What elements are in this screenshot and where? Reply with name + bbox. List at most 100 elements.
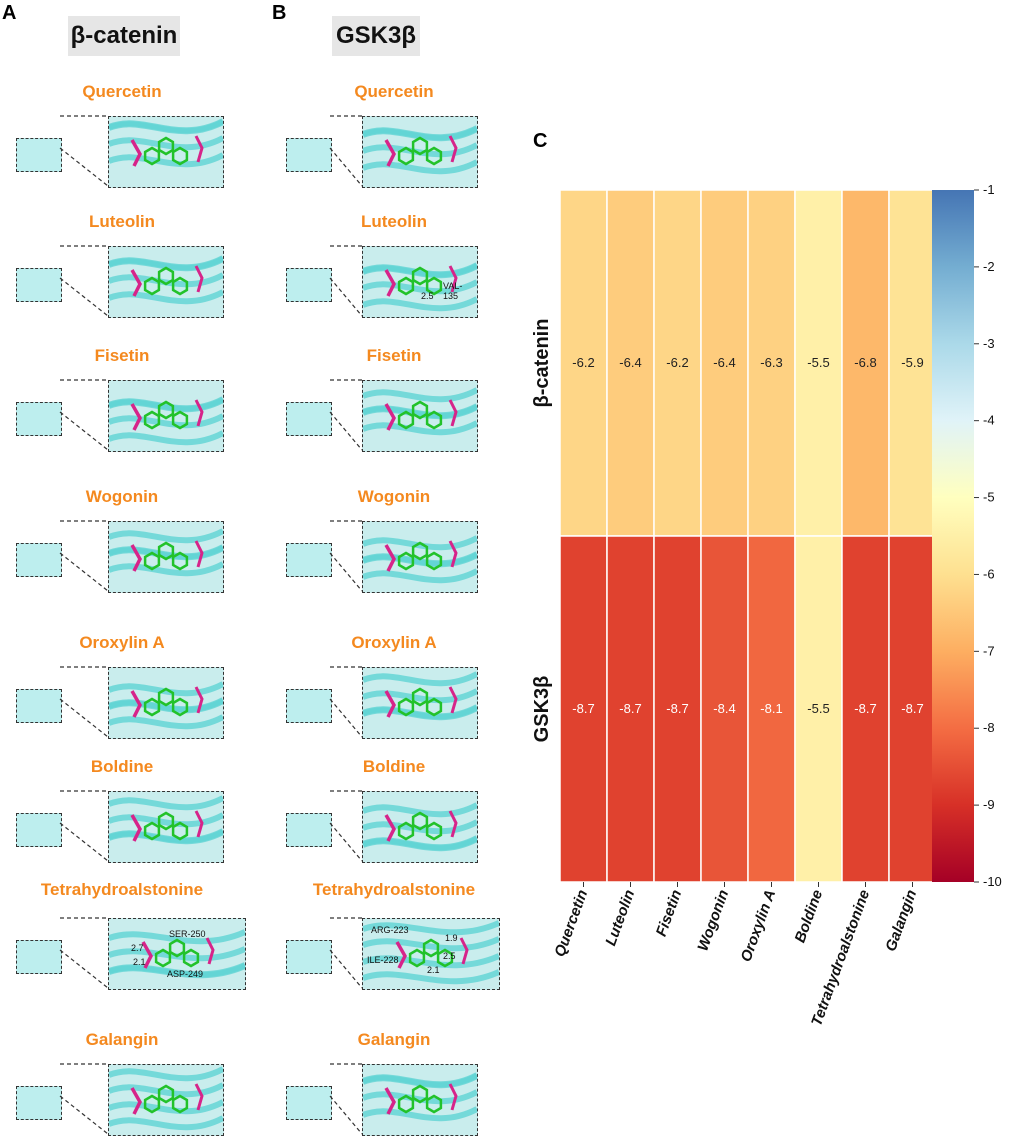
colorbar-tick-label: -8 [983,720,995,735]
heatmap-value-label: -8.1 [760,701,782,716]
gsk-binding-inset: ARG-223 ILE-228 1.9 2.5 2.1 [362,918,500,990]
heatmap-chart: -6.2 -6.4 -6.2 -6.4 -6.3 -5.5 -6.8 -5.9 -8.7 -8.7… [531,182,1002,1028]
heatmap-value-label: -6.2 [666,355,688,370]
beta-ligand-structure [109,118,223,168]
inset-annotation: ILE-228 [367,955,399,965]
beta-protein-view [16,689,62,723]
beta-catenin-column-title: β-catenin [68,16,180,56]
gsk-inset-connector [329,666,363,738]
gsk-protein-view [286,402,332,436]
colorbar-tick-label: -6 [983,566,995,581]
heatmap-cell [700,535,749,883]
inset-annotation: ARG-223 [371,925,409,935]
beta-ligand-structure [109,1066,223,1131]
beta-compound-label: Luteolin [88,212,156,231]
beta-compound-label: Boldine [90,757,154,776]
heatmap-value-label: -8.7 [666,701,688,716]
beta-binding-inset [108,380,224,452]
heatmap-cell [794,189,843,537]
beta-binding-inset [108,246,224,318]
beta-inset-connector [59,917,109,989]
heatmap-value-label: -8.7 [901,701,923,716]
inset-annotation: 2.7 [131,943,144,953]
beta-binding-inset [108,667,224,739]
beta-binding-inset [108,116,224,188]
gsk-ligand-structure [363,125,477,175]
beta-ligand-structure [109,929,245,979]
gsk-compound-label: Fisetin [366,346,422,365]
beta-protein-view [16,138,62,172]
gsk-inset-connector [329,917,363,989]
gsk-inset-connector [329,790,363,862]
panel-letter-a: A [2,2,17,24]
heatmap-cell [606,189,655,537]
gsk-compound-label: Oroxylin A [351,633,437,652]
gsk-compound-label: Luteolin [360,212,428,231]
beta-compound-label: Wogonin [85,487,159,506]
gsk-binding-inset [362,667,478,739]
heatmap-cell [653,189,702,537]
beta-ligand-structure [109,255,223,305]
heatmap-value-label: -5.5 [807,355,829,370]
beta-compound-label: Fisetin [94,346,150,365]
gsk-protein-view [286,689,332,723]
gsk-binding-inset [362,521,478,593]
panel-letter-c: C [533,130,548,152]
colorbar [932,190,974,882]
beta-protein-view [16,813,62,847]
heatmap-cell [559,189,608,537]
colorbar-tick-label: -9 [983,797,995,812]
beta-protein-view [16,268,62,302]
gsk-compound-label: Galangin [357,1030,431,1049]
heatmap-value-label: -6.4 [619,355,641,370]
gsk-ligand-structure [363,1072,477,1122]
panel-letter-b: B [272,2,287,24]
beta-inset-connector [59,379,109,451]
inset-annotation: ASP-249 [167,969,204,979]
beta-protein-view [16,940,62,974]
inset-annotation: 2.1 [427,965,440,975]
gsk-compound-label: Quercetin [354,82,434,101]
beta-binding-inset: SER-250 ASP-249 2.7 2.1 [108,918,246,990]
heatmap-row-label: GSK3β [531,676,553,743]
gsk-binding-inset [362,116,478,188]
beta-inset-connector [59,666,109,738]
colorbar-tick-label: -1 [983,182,995,197]
beta-ligand-structure [109,396,223,446]
colorbar-tick-label: -5 [983,490,995,505]
beta-compound-label: Galangin [85,1030,159,1049]
colorbar-tick-label: -3 [983,336,995,351]
heatmap-column-label: Galangin [882,888,920,954]
heatmap-value-label: -6.3 [760,355,782,370]
heatmap-cell [747,189,796,537]
heatmap-cell [794,535,843,883]
beta-inset-connector [59,790,109,862]
heatmap-value-label: -6.8 [854,355,876,370]
heatmap-cell [559,535,608,883]
gsk3b-column-title: GSK3β [332,16,420,56]
gsk-protein-view [286,138,332,172]
colorbar-tick-label: -2 [983,259,995,274]
heatmap-column-label: Oroxylin A [738,888,780,965]
beta-compound-label: Quercetin [82,82,162,101]
heatmap-column-label: Quercetin [551,888,591,960]
heatmap-value-label: -5.9 [901,355,923,370]
gsk-binding-inset [362,1064,478,1136]
gsk-binding-inset [362,380,478,452]
colorbar-tick-label: -4 [983,413,995,428]
gsk-ligand-structure [363,387,477,436]
beta-compound-label: Oroxylin A [79,633,165,652]
gsk-ligand-structure [363,262,477,312]
gsk-binding-inset [362,791,478,863]
gsk-ligand-structure [363,920,499,985]
inset-annotation: 2.5 [421,291,434,301]
gsk-ligand-structure [363,671,477,721]
heatmap-value-label: -8.7 [572,701,594,716]
beta-ligand-structure [109,681,223,730]
beta-protein-view [16,543,62,577]
beta-ligand-structure [109,528,223,577]
beta-inset-connector [59,1063,109,1135]
gsk-inset-connector [329,379,363,451]
heatmap-value-label: -8.7 [854,701,876,716]
gsk-binding-inset: VAL-135 2.5 [362,246,478,318]
